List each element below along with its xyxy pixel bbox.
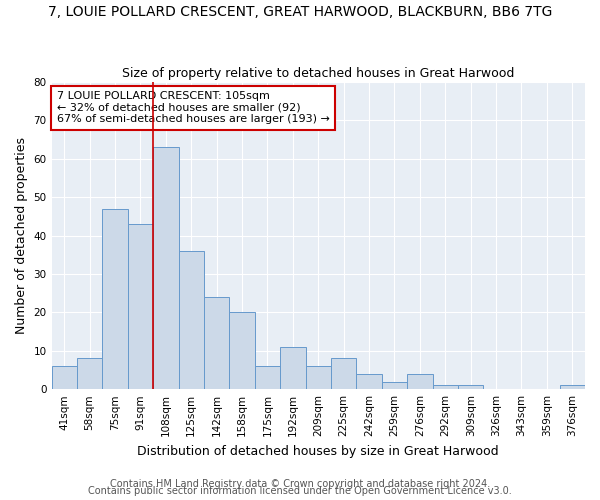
Text: Contains HM Land Registry data © Crown copyright and database right 2024.: Contains HM Land Registry data © Crown c… <box>110 479 490 489</box>
Text: Contains public sector information licensed under the Open Government Licence v3: Contains public sector information licen… <box>88 486 512 496</box>
Text: 7 LOUIE POLLARD CRESCENT: 105sqm
← 32% of detached houses are smaller (92)
67% o: 7 LOUIE POLLARD CRESCENT: 105sqm ← 32% o… <box>57 92 330 124</box>
X-axis label: Distribution of detached houses by size in Great Harwood: Distribution of detached houses by size … <box>137 444 499 458</box>
Bar <box>560 386 585 389</box>
Bar <box>179 251 204 389</box>
Bar <box>128 224 153 389</box>
Bar <box>255 366 280 389</box>
Bar <box>77 358 103 389</box>
Bar <box>229 312 255 389</box>
Bar <box>433 386 458 389</box>
Bar <box>52 366 77 389</box>
Text: 7, LOUIE POLLARD CRESCENT, GREAT HARWOOD, BLACKBURN, BB6 7TG: 7, LOUIE POLLARD CRESCENT, GREAT HARWOOD… <box>48 5 552 19</box>
Bar <box>458 386 484 389</box>
Bar <box>407 374 433 389</box>
Title: Size of property relative to detached houses in Great Harwood: Size of property relative to detached ho… <box>122 66 514 80</box>
Bar <box>382 382 407 389</box>
Bar <box>331 358 356 389</box>
Y-axis label: Number of detached properties: Number of detached properties <box>15 137 28 334</box>
Bar <box>305 366 331 389</box>
Bar <box>103 208 128 389</box>
Bar <box>153 148 179 389</box>
Bar <box>280 347 305 389</box>
Bar <box>204 297 229 389</box>
Bar <box>356 374 382 389</box>
